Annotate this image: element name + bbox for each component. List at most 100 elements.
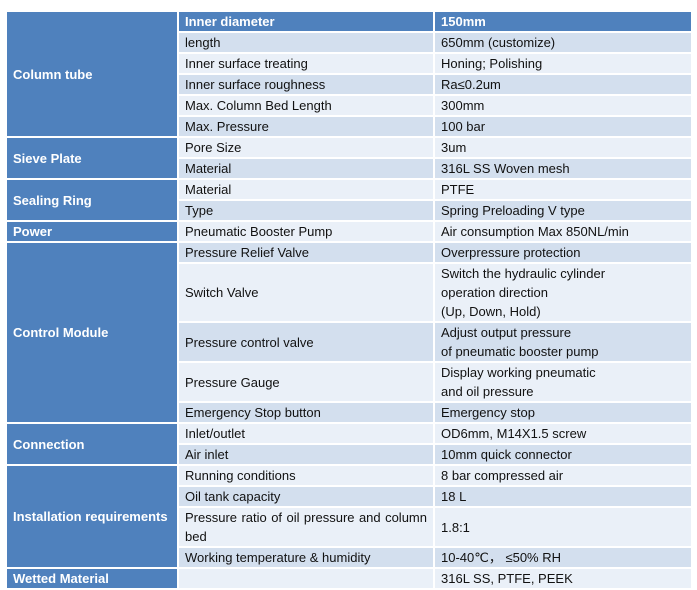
parameter-cell: Inner diameter (177, 10, 435, 33)
value-cell: 1.8:1 (433, 506, 693, 548)
value-cell: Switch the hydraulic cylinder operation d… (433, 262, 693, 323)
value-cell: Ra≤0.2um (433, 73, 693, 96)
parameter-cell: Inner surface roughness (177, 73, 435, 96)
spec-row: Max. Pressure 100 bar (6, 115, 693, 138)
value-cell: 100 bar (433, 115, 693, 138)
spec-row: Oil tank capacity 18 L (6, 485, 693, 508)
value-cell: 316L SS, PTFE, PEEK (433, 567, 693, 590)
parameter-cell: Emergency Stop button (177, 401, 435, 424)
value-cell: 300mm (433, 94, 693, 117)
value-line: of pneumatic booster pump (441, 344, 599, 359)
value-line: 8 bar compressed air (441, 468, 564, 483)
parameter-cell: Material (177, 178, 435, 201)
value-cell: Honing; Polishing (433, 52, 693, 75)
spec-row: Connection Inlet/outlet OD6mm, M14X1.5 scr… (5, 422, 693, 466)
value-cell: 10mm quick connector (433, 443, 693, 466)
value-line: 100 bar (441, 119, 486, 134)
value-cell: Adjust output pressure of pneumatic boost… (433, 321, 693, 363)
parameter-cell: Pressure control valve (177, 321, 435, 363)
spec-row: Switch Valve Switch the hydraulic cylinde… (6, 262, 693, 323)
value-line: 3um (441, 140, 467, 155)
parameter-cell: Inner surface treating (177, 52, 435, 75)
value-line: Emergency stop (441, 405, 535, 420)
value-cell: Spring Preloading V type (433, 199, 693, 222)
value-cell: 316L SS Woven mesh (433, 157, 693, 180)
value-line: 18 L (441, 489, 467, 504)
parameter-cell: Oil tank capacity (177, 485, 435, 508)
value-cell: 3um (433, 136, 693, 159)
value-cell: 18 L (433, 485, 693, 508)
parameter-cell: Inlet/outlet (177, 422, 435, 445)
value-line: Switch the hydraulic cylinder (441, 266, 606, 281)
value-line: OD6mm, M14X1.5 screw (441, 426, 587, 441)
value-line: operation direction (441, 285, 548, 300)
parameter-cell: length (177, 31, 435, 54)
parameter-cell: Material (177, 157, 435, 180)
spec-row: Pressure control valve Adjust output pres… (6, 321, 693, 363)
value-cell: Overpressure protection (433, 241, 693, 264)
category-cell: Control Module (5, 241, 179, 424)
value-line: Display working pneumatic (441, 365, 596, 380)
value-line: PTFE (441, 182, 475, 197)
parameter-cell: Pressure ratio of oil pressure and colum… (177, 506, 435, 548)
spec-row: Sieve Plate Pore Size 3um (5, 136, 693, 180)
value-line: 1.8:1 (441, 519, 470, 535)
category-cell: Sealing Ring (5, 178, 179, 222)
parameter-cell: Pore Size (177, 136, 435, 159)
value-line: 316L SS Woven mesh (441, 161, 570, 176)
spec-row: Pressure ratio of oil pressure and colum… (6, 506, 693, 548)
category-cell: Wetted Material (5, 567, 179, 590)
value-line: Overpressure protection (441, 245, 581, 260)
spec-row: Inner surface treating Honing; Polishing (6, 52, 693, 75)
parameter-cell: Pneumatic Booster Pump (177, 220, 435, 243)
value-cell: 650mm (customize) (433, 31, 693, 54)
parameter-cell: Switch Valve (177, 262, 435, 323)
spec-row: Installation requirements Running conditi… (5, 464, 693, 569)
category-cell: Column tube (5, 10, 179, 138)
parameter-cell: Running conditions (177, 464, 435, 487)
spec-row: length 650mm (customize) (6, 31, 693, 54)
spec-row: Max. Column Bed Length 300mm (6, 94, 693, 117)
value-cell: 150mm (433, 10, 693, 33)
value-cell: Air consumption Max 850NL/min (433, 220, 693, 243)
category-cell: Connection (5, 422, 179, 466)
value-line: 300mm (441, 98, 485, 113)
spec-row: Inner surface roughness Ra≤0.2um (6, 73, 693, 96)
value-cell: OD6mm, M14X1.5 screw (433, 422, 693, 445)
parameter-cell: Pressure Relief Valve (177, 241, 435, 264)
value-line: 10mm quick connector (441, 447, 572, 462)
value-line: Air consumption Max 850NL/min (441, 224, 629, 239)
value-line: and oil pressure (441, 384, 534, 399)
parameter-cell: Type (177, 199, 435, 222)
value-cell: PTFE (433, 178, 693, 201)
parameter-cell: Air inlet (177, 443, 435, 466)
spec-row: Control Module Pressure Relief Valve Overp… (5, 241, 693, 424)
value-cell: Display working pneumatic and oil pressur… (433, 361, 693, 403)
category-cell: Installation requirements (5, 464, 179, 569)
spec-row: Pressure Gauge Display working pneumatic a… (6, 361, 693, 403)
spec-table-body: Column tube Inner diameter 150mm length 650m… (5, 10, 693, 590)
spec-row: Material 316L SS Woven mesh (6, 157, 693, 180)
spec-row: Sealing Ring Material PTFE (5, 178, 693, 222)
spec-table: Column tube Inner diameter 150mm length 650m… (5, 10, 693, 590)
spec-row: Type Spring Preloading V type (6, 199, 693, 222)
parameter-cell: Pressure Gauge (177, 361, 435, 403)
spec-row: Wetted Material 316L SS, PTFE, PEEK (5, 567, 693, 590)
value-cell: Emergency stop (433, 401, 693, 424)
parameter-cell: Max. Pressure (177, 115, 435, 138)
value-line: Spring Preloading V type (441, 203, 585, 218)
value-line: Honing; Polishing (441, 56, 543, 71)
parameter-cell: Max. Column Bed Length (177, 94, 435, 117)
value-line: (Up, Down, Hold) (441, 304, 541, 319)
value-line: Adjust output pressure (441, 325, 572, 340)
value-line: Ra≤0.2um (441, 77, 501, 92)
value-cell: 8 bar compressed air (433, 464, 693, 487)
parameter-cell (177, 567, 435, 590)
spec-row: Power Pneumatic Booster Pump Air consumpti… (5, 220, 693, 243)
value-line: 650mm (customize) (441, 35, 556, 50)
category-cell: Sieve Plate (5, 136, 179, 180)
spec-row: Emergency Stop button Emergency stop (6, 401, 693, 424)
spec-row: Column tube Inner diameter 150mm (5, 10, 693, 138)
category-cell: Power (5, 220, 179, 243)
spec-row: Air inlet 10mm quick connector (6, 443, 693, 466)
